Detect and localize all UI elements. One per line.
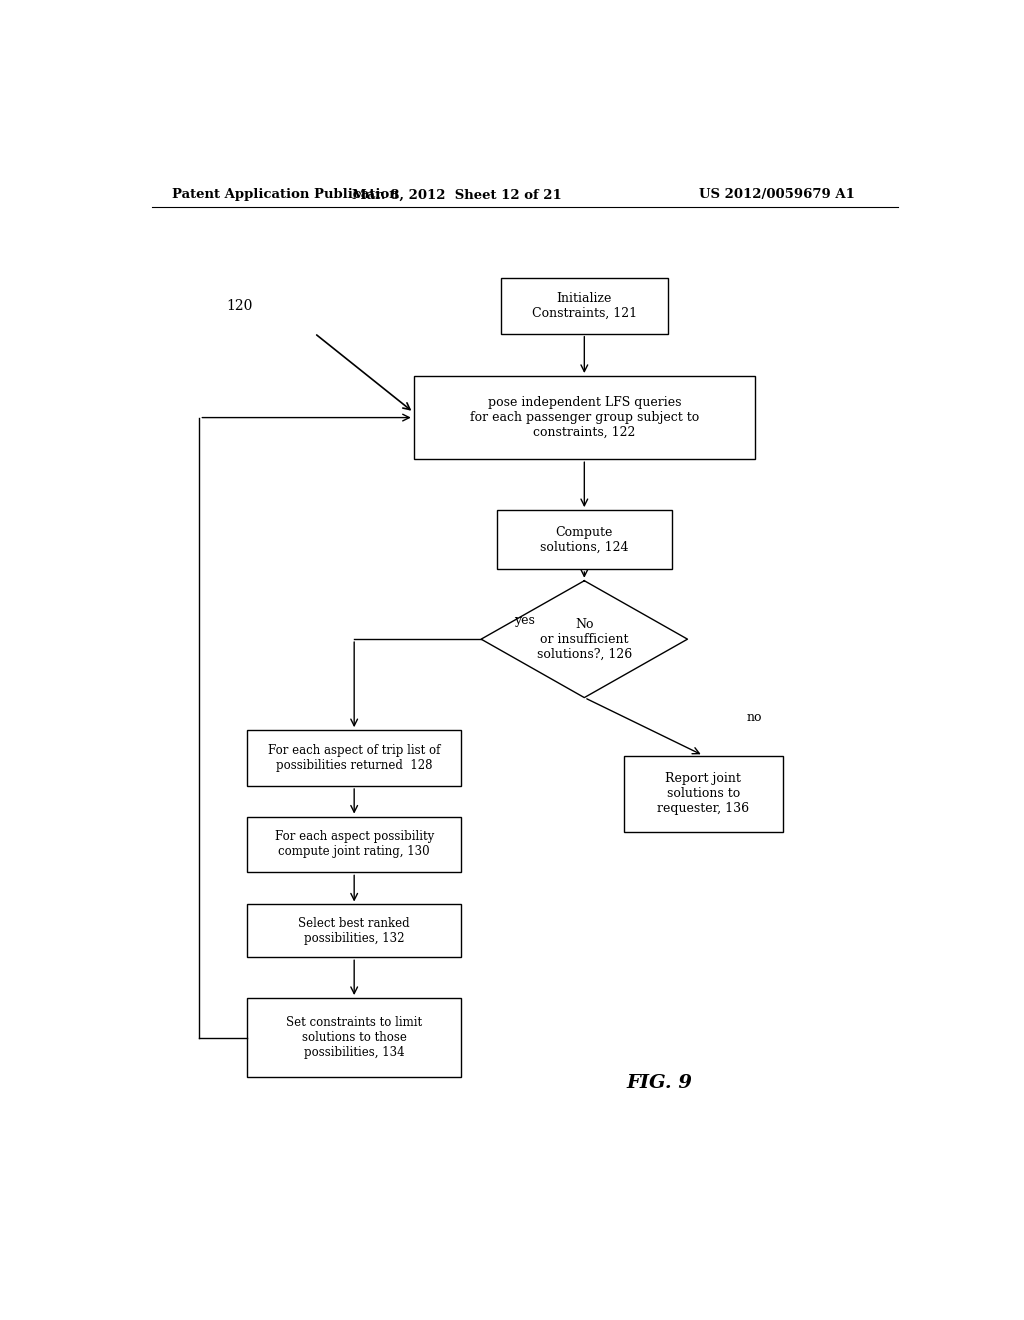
- FancyBboxPatch shape: [624, 755, 782, 832]
- Text: For each aspect possibility
compute joint rating, 130: For each aspect possibility compute join…: [274, 830, 434, 858]
- Text: yes: yes: [514, 614, 536, 627]
- FancyBboxPatch shape: [247, 904, 461, 957]
- FancyBboxPatch shape: [247, 730, 461, 785]
- FancyBboxPatch shape: [501, 277, 668, 334]
- Text: pose independent LFS queries
for each passenger group subject to
constraints, 12: pose independent LFS queries for each pa…: [470, 396, 699, 440]
- Text: Set constraints to limit
solutions to those
possibilities, 134: Set constraints to limit solutions to th…: [286, 1016, 422, 1059]
- Text: Compute
solutions, 124: Compute solutions, 124: [540, 525, 629, 553]
- Text: US 2012/0059679 A1: US 2012/0059679 A1: [699, 189, 855, 202]
- Text: Report joint
solutions to
requester, 136: Report joint solutions to requester, 136: [657, 772, 750, 816]
- FancyBboxPatch shape: [247, 817, 461, 873]
- FancyBboxPatch shape: [414, 376, 755, 459]
- Text: No
or insufficient
solutions?, 126: No or insufficient solutions?, 126: [537, 618, 632, 660]
- FancyBboxPatch shape: [497, 510, 672, 569]
- Text: Patent Application Publication: Patent Application Publication: [172, 189, 398, 202]
- Text: Initialize
Constraints, 121: Initialize Constraints, 121: [531, 292, 637, 319]
- Text: Mar. 8, 2012  Sheet 12 of 21: Mar. 8, 2012 Sheet 12 of 21: [352, 189, 562, 202]
- Text: Select best ranked
possibilities, 132: Select best ranked possibilities, 132: [298, 917, 410, 945]
- FancyBboxPatch shape: [247, 998, 461, 1077]
- Polygon shape: [481, 581, 687, 697]
- Text: 120: 120: [226, 298, 252, 313]
- Text: FIG. 9: FIG. 9: [627, 1074, 692, 1093]
- Text: no: no: [748, 711, 763, 725]
- Text: For each aspect of trip list of
possibilities returned  128: For each aspect of trip list of possibil…: [268, 744, 440, 772]
